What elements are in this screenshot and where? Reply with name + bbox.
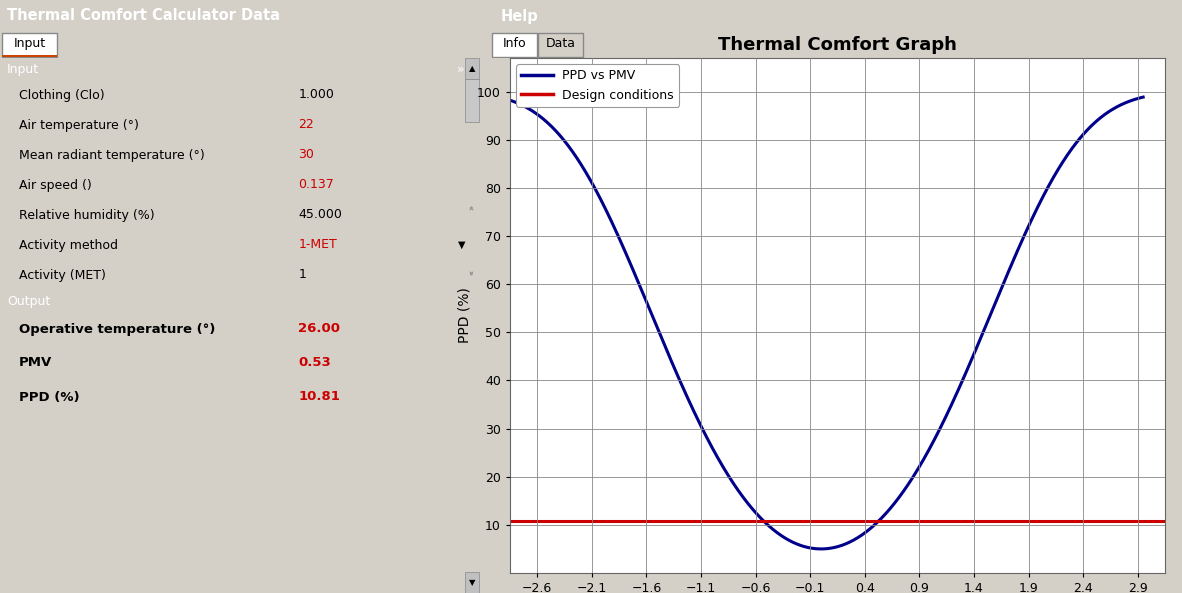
Text: ▼: ▼ [457, 240, 466, 250]
Text: Air temperature (°): Air temperature (°) [19, 119, 139, 132]
Text: Air speed (): Air speed () [19, 178, 92, 192]
Text: Clothing (Clo): Clothing (Clo) [19, 88, 105, 101]
Text: Info: Info [502, 37, 526, 50]
Text: 1: 1 [298, 269, 306, 282]
Text: PMV: PMV [19, 356, 52, 369]
Text: 0.137: 0.137 [298, 178, 335, 192]
Text: Operative temperature (°): Operative temperature (°) [19, 323, 215, 336]
Title: Thermal Comfort Graph: Thermal Comfort Graph [717, 36, 957, 54]
Text: ▲: ▲ [469, 64, 475, 73]
Text: 26.00: 26.00 [298, 323, 340, 336]
Text: 10.81: 10.81 [298, 391, 340, 403]
Text: Input: Input [7, 62, 39, 75]
Text: Activity method: Activity method [19, 238, 118, 251]
Text: 1-MET: 1-MET [298, 238, 337, 251]
Bar [465, 79, 479, 122]
Text: 30: 30 [298, 148, 314, 161]
Text: »: » [456, 62, 465, 75]
Text: »: » [468, 205, 476, 211]
Text: »: » [456, 295, 465, 308]
Text: 22: 22 [298, 119, 314, 132]
Legend: PPD vs PMV, Design conditions: PPD vs PMV, Design conditions [517, 64, 680, 107]
Text: Mean radiant temperature (°): Mean radiant temperature (°) [19, 148, 204, 161]
Bar [492, 33, 537, 57]
Text: Thermal Comfort Calculator Data: Thermal Comfort Calculator Data [7, 8, 280, 24]
Text: 1.000: 1.000 [298, 88, 335, 101]
Text: Activity (MET): Activity (MET) [19, 269, 106, 282]
Text: ▼: ▼ [469, 578, 475, 587]
Text: PPD (%): PPD (%) [19, 391, 80, 403]
Text: 45.000: 45.000 [298, 209, 342, 222]
Text: Output: Output [7, 295, 51, 308]
Text: Help: Help [500, 8, 538, 24]
Text: Relative humidity (%): Relative humidity (%) [19, 209, 155, 222]
Text: Data: Data [546, 37, 576, 50]
Bar [539, 33, 584, 57]
Text: Input: Input [14, 37, 46, 50]
Text: «: « [468, 269, 476, 275]
Bar [465, 58, 479, 79]
Text: 0.53: 0.53 [298, 356, 331, 369]
Bar [465, 572, 479, 593]
Bar [2, 55, 57, 57]
Y-axis label: PPD (%): PPD (%) [457, 288, 472, 343]
Bar [2, 33, 57, 57]
